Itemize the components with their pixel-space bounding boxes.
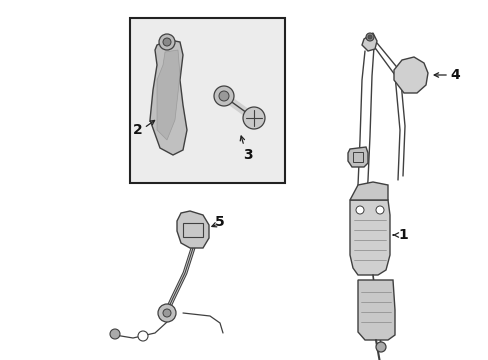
FancyBboxPatch shape — [130, 18, 285, 183]
Polygon shape — [150, 40, 186, 155]
Circle shape — [159, 34, 175, 50]
Circle shape — [138, 331, 148, 341]
Circle shape — [110, 329, 120, 339]
Polygon shape — [347, 147, 367, 167]
Text: 1: 1 — [397, 228, 407, 242]
Text: 3: 3 — [243, 148, 252, 162]
Circle shape — [158, 304, 176, 322]
Circle shape — [375, 206, 383, 214]
Polygon shape — [349, 182, 387, 200]
Text: 4: 4 — [449, 68, 459, 82]
Circle shape — [163, 38, 171, 46]
Bar — [183, 223, 203, 237]
Circle shape — [243, 107, 264, 129]
Polygon shape — [357, 280, 394, 340]
Polygon shape — [349, 200, 389, 275]
Polygon shape — [157, 50, 180, 140]
Circle shape — [214, 86, 234, 106]
Polygon shape — [177, 211, 208, 248]
Text: 5: 5 — [215, 215, 224, 229]
Polygon shape — [361, 33, 376, 51]
Text: 2: 2 — [133, 123, 142, 137]
Polygon shape — [393, 57, 427, 93]
Circle shape — [365, 33, 373, 41]
Bar — [352, 152, 362, 162]
Circle shape — [219, 91, 228, 101]
Circle shape — [163, 309, 171, 317]
Circle shape — [367, 35, 371, 39]
Circle shape — [375, 342, 385, 352]
Circle shape — [355, 206, 363, 214]
